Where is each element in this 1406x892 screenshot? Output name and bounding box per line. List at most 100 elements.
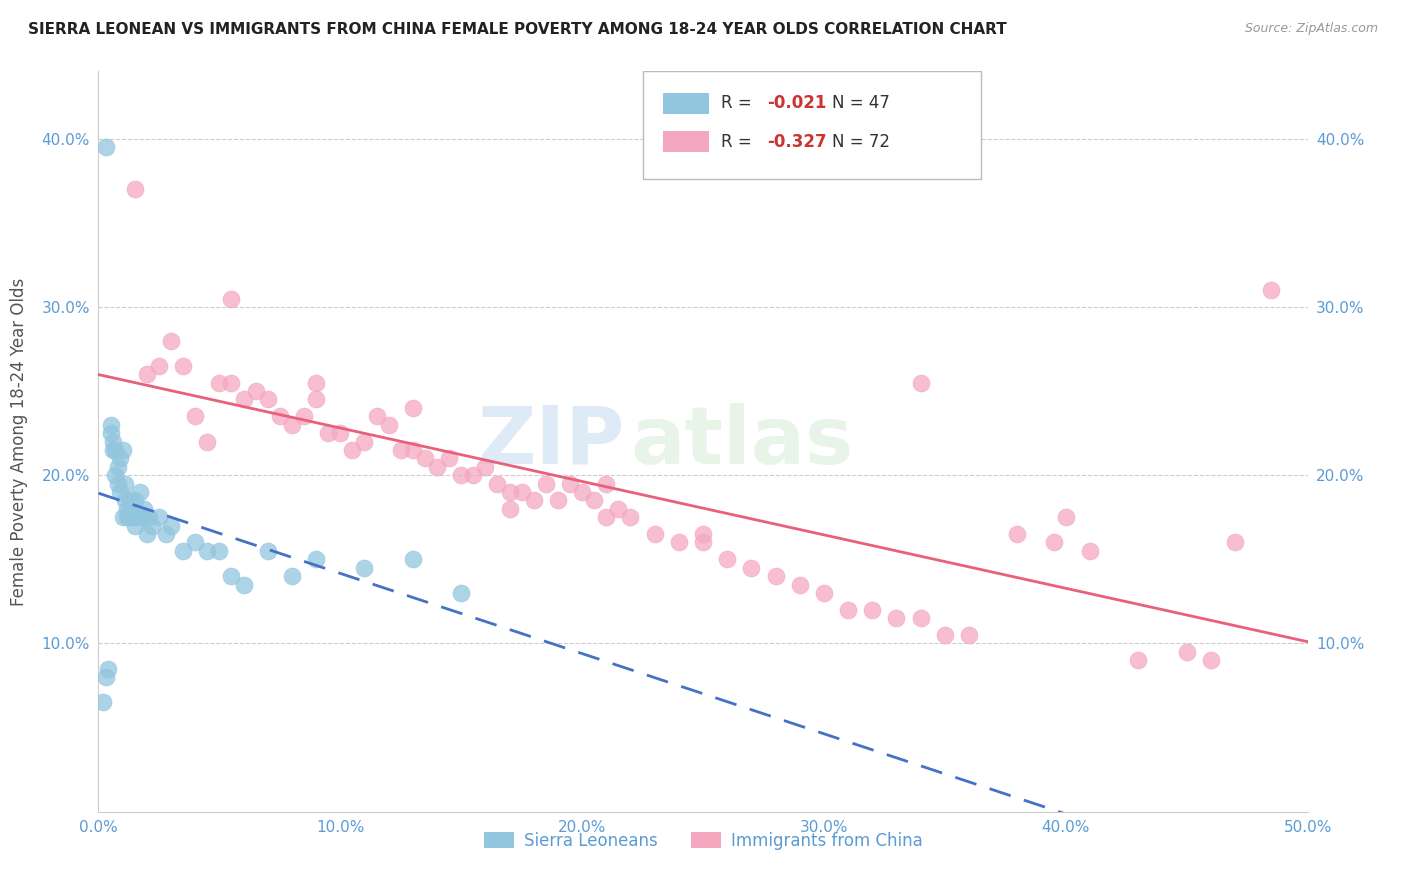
Point [292, 409, 315, 424]
Point [607, 501, 630, 516]
Text: N = 47: N = 47 [832, 95, 890, 112]
Point [1078, 544, 1101, 558]
Point [523, 493, 546, 508]
Point [221, 569, 243, 583]
Text: SIERRA LEONEAN VS IMMIGRANTS FROM CHINA FEMALE POVERTY AMONG 18-24 YEAR OLDS COR: SIERRA LEONEAN VS IMMIGRANTS FROM CHINA … [28, 22, 1007, 37]
Point [131, 510, 153, 524]
Point [813, 586, 835, 600]
Text: Source: ZipAtlas.com: Source: ZipAtlas.com [1244, 22, 1378, 36]
Point [437, 451, 460, 466]
Point [837, 603, 859, 617]
Text: -0.021: -0.021 [768, 95, 827, 112]
Point [128, 485, 150, 500]
Point [305, 552, 328, 566]
Point [208, 376, 231, 390]
Point [486, 476, 509, 491]
Point [789, 577, 811, 591]
Point [765, 569, 787, 583]
Point [124, 518, 146, 533]
Point [1260, 283, 1282, 297]
Point [510, 485, 533, 500]
Point [463, 468, 485, 483]
Point [402, 401, 425, 415]
Point [934, 628, 956, 642]
Point [104, 468, 127, 483]
Point [221, 376, 243, 390]
Point [281, 417, 304, 432]
Point [644, 527, 666, 541]
Point [107, 476, 129, 491]
Point [118, 510, 141, 524]
Text: R =: R = [721, 133, 758, 151]
Point [668, 535, 690, 549]
Point [957, 628, 980, 642]
Point [160, 334, 183, 348]
Point [1128, 653, 1150, 667]
Point [498, 501, 520, 516]
Point [172, 359, 194, 373]
Point [450, 586, 472, 600]
Point [377, 417, 399, 432]
Point [558, 476, 581, 491]
Point [910, 376, 932, 390]
Point [342, 442, 364, 457]
Point [269, 409, 291, 424]
Point [117, 501, 139, 516]
Point [366, 409, 388, 424]
Point [138, 510, 160, 524]
Point [256, 544, 278, 558]
Point [1042, 535, 1064, 549]
Text: -0.327: -0.327 [768, 133, 827, 151]
Point [547, 493, 569, 508]
Point [595, 476, 617, 491]
Point [305, 392, 328, 407]
Point [127, 510, 149, 524]
Point [108, 451, 131, 466]
Text: N = 72: N = 72 [832, 133, 890, 151]
Point [498, 485, 520, 500]
Point [886, 611, 908, 625]
Point [124, 493, 146, 508]
Point [148, 359, 170, 373]
Point [316, 426, 339, 441]
Point [114, 493, 136, 508]
Point [281, 569, 304, 583]
Point [1054, 510, 1077, 524]
Point [450, 468, 472, 483]
Point [94, 140, 117, 154]
FancyBboxPatch shape [664, 93, 709, 113]
Point [111, 442, 134, 457]
Point [114, 476, 136, 491]
Point [160, 518, 183, 533]
Point [91, 695, 114, 709]
Point [716, 552, 738, 566]
Point [692, 535, 714, 549]
Point [583, 493, 606, 508]
Point [155, 527, 177, 541]
Point [108, 485, 131, 500]
Point [104, 442, 127, 457]
Point [121, 510, 143, 524]
Point [135, 368, 157, 382]
Point [100, 426, 122, 441]
Point [692, 527, 714, 541]
Point [195, 544, 218, 558]
FancyBboxPatch shape [664, 131, 709, 152]
Point [184, 535, 207, 549]
Point [148, 510, 170, 524]
Point [107, 459, 129, 474]
Point [402, 442, 425, 457]
Point [111, 510, 134, 524]
Point [389, 442, 412, 457]
Text: R =: R = [721, 95, 758, 112]
Point [353, 560, 375, 574]
Point [426, 459, 449, 474]
Legend: Sierra Leoneans, Immigrants from China: Sierra Leoneans, Immigrants from China [477, 825, 929, 856]
Point [195, 434, 218, 449]
FancyBboxPatch shape [643, 71, 981, 178]
Text: ZIP: ZIP [477, 402, 624, 481]
Point [860, 603, 883, 617]
Point [402, 552, 425, 566]
Point [134, 501, 156, 516]
Point [353, 434, 375, 449]
